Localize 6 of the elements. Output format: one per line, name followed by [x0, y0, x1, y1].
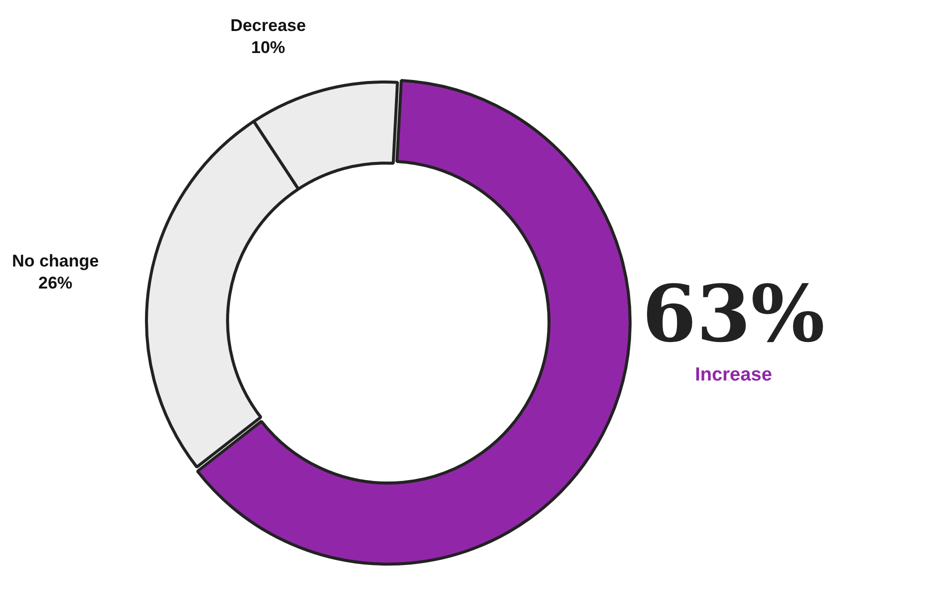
slice-label: Increase	[694, 364, 772, 386]
slice-label: No change	[12, 251, 99, 270]
data-label: 26%	[38, 273, 72, 292]
slice-label: Decrease	[230, 16, 306, 35]
data-label: 63%	[642, 268, 825, 360]
data-label: 10%	[251, 38, 286, 57]
